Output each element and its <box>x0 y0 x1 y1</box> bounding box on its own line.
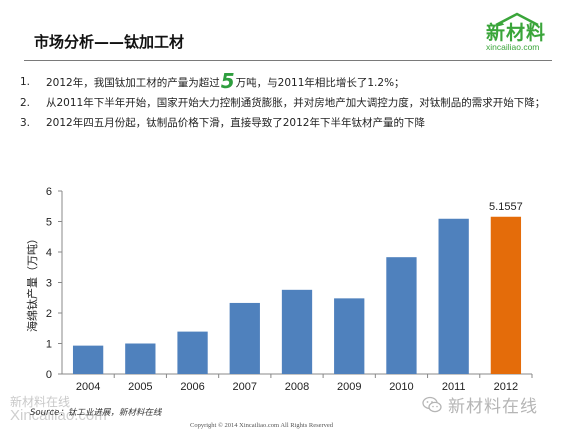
list-number: 2. <box>20 97 31 109</box>
bar-2009 <box>334 298 365 374</box>
y-tick-label: 5 <box>46 217 52 229</box>
x-tick-label: 2010 <box>389 381 413 393</box>
list-number: 3. <box>20 117 31 129</box>
x-tick-label: 2005 <box>128 381 152 393</box>
y-tick-label: 1 <box>46 339 52 351</box>
x-tick-label: 2004 <box>76 381 100 393</box>
title-divider <box>24 60 552 61</box>
y-axis-title: 海绵钛产量（万吨） <box>25 233 39 332</box>
copyright-text: Copyright © 2014 Xincailiao.com All Righ… <box>190 422 334 429</box>
page-title: 市场分析——钛加工材 <box>34 33 185 51</box>
watermark-text: 新材料在线 <box>10 395 71 409</box>
house-roof-icon <box>495 12 539 26</box>
bar-2007 <box>229 302 260 374</box>
source-note: Source：钛工业进展，新材料在线 <box>30 408 162 418</box>
wechat-account-name: 新材料在线 <box>448 397 538 417</box>
logo-text: 新材料 <box>486 22 547 44</box>
x-tick-label: 2012 <box>494 381 518 393</box>
key-points-list: 1. 2012年，我国钛加工材的产量为超过5万吨，与2011年相比增长了1.2%… <box>20 71 560 135</box>
list-item: 2. 从2011年下半年开始，国家开始大力控制通货膨胀，并对房地产加大调控力度，… <box>20 95 560 112</box>
data-label: 5.1557 <box>489 201 523 213</box>
x-tick-label: 2007 <box>233 381 257 393</box>
list-text: 2012年，我国钛加工材的产量为超过 <box>46 77 220 89</box>
brand-logo: 新材料 xincailiao.com <box>480 12 554 52</box>
wechat-icon <box>422 396 442 412</box>
list-number: 1. <box>20 76 31 88</box>
x-tick-label: 2006 <box>180 381 204 393</box>
list-item: 3. 2012年四五月份起，钛制品价格下滑，直接导致了2012年下半年钛材产量的… <box>20 115 560 132</box>
watermark: 新材料在线 Xincailiao.com <box>10 395 107 424</box>
bar-2006 <box>177 331 208 374</box>
bar-2012 <box>490 216 522 374</box>
list-text: 从2011年下半年开始，国家开始大力控制通货膨胀，并对房地产加大调控力度，对钛制… <box>46 97 546 109</box>
list-item: 1. 2012年，我国钛加工材的产量为超过5万吨，与2011年相比增长了1.2%… <box>20 71 560 92</box>
x-tick-label: 2008 <box>285 381 309 393</box>
y-tick-label: 3 <box>46 278 52 290</box>
bar-2005 <box>125 343 156 374</box>
x-tick-label: 2009 <box>337 381 361 393</box>
bar-2004 <box>72 345 104 374</box>
bar-chart: 0 1 2 3 4 5 6 海绵钛产量（万吨） 2004 2005 2006 2007 2008 2009… <box>25 186 533 393</box>
y-tick-label: 6 <box>46 186 52 198</box>
y-tick-label: 4 <box>46 247 52 259</box>
logo-domain: xincailiao.com <box>486 42 540 52</box>
list-text: 万吨，与2011年相比增长了1.2%； <box>235 77 405 89</box>
watermark-url: Xincailiao.com <box>10 407 107 424</box>
wechat-watermark: 新材料在线 <box>422 392 538 417</box>
bar-2010 <box>386 257 417 374</box>
list-text: 2012年四五月份起，钛制品价格下滑，直接导致了2012年下半年钛材产量的下降 <box>46 117 425 129</box>
bar-2011 <box>438 218 469 374</box>
bar-2008 <box>281 289 313 374</box>
x-tick-label: 2011 <box>442 381 466 393</box>
y-tick-label: 0 <box>46 369 52 381</box>
y-tick-label: 2 <box>46 308 52 320</box>
highlight-number: 5 <box>220 69 235 93</box>
